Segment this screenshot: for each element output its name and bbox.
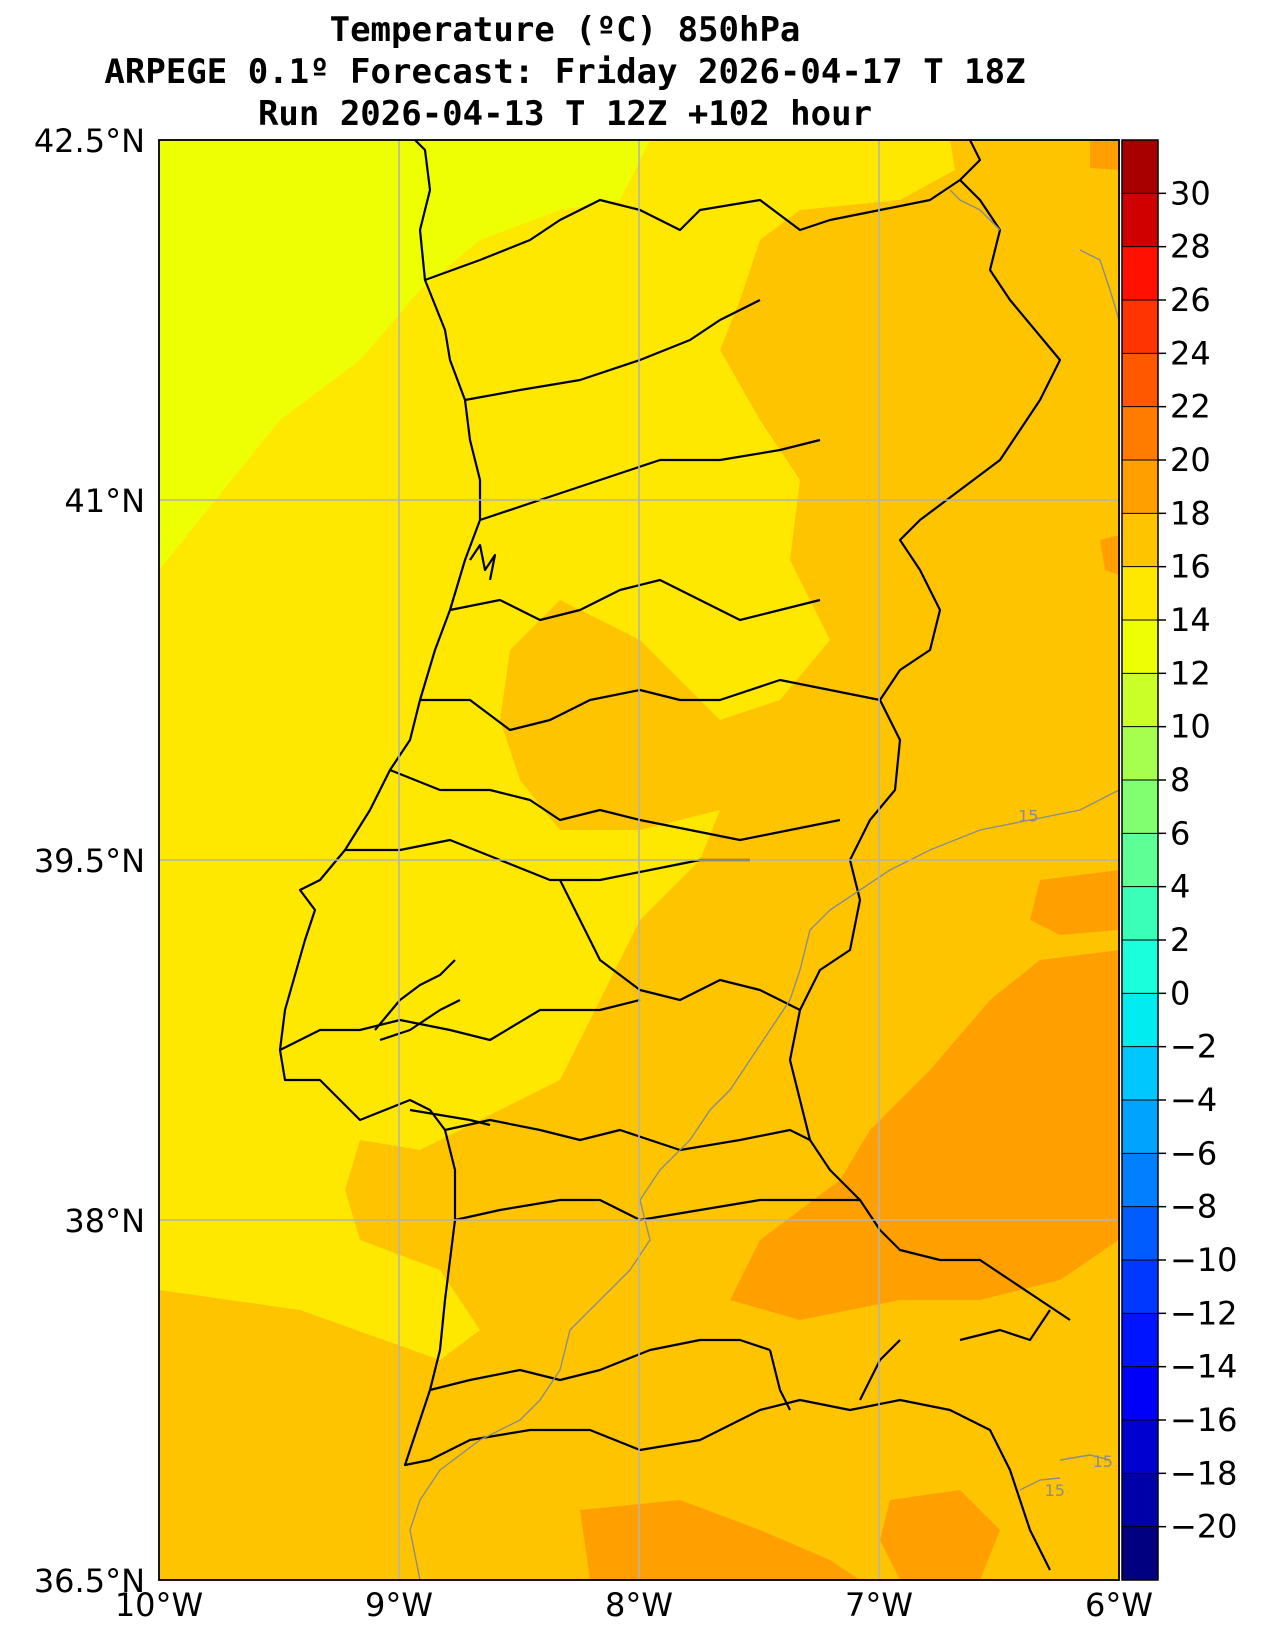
district-border-6 [345,838,750,882]
lon-tick-label-1: 9°W [365,1586,433,1624]
colorbar-segment-19 [1122,513,1158,567]
map-title-line-1: Temperature (ºC) 850hPa [329,10,801,50]
district-border-8 [279,998,641,1051]
colorbar-tick-label-13: 6 [1170,814,1190,852]
colorbar-segment-1 [1122,1473,1158,1527]
admin-borders [278,140,1071,1571]
colorbar-segment-14 [1122,780,1158,834]
colorbar-tick-label-22: 24 [1170,334,1211,372]
colorbar-tick-label-4: −12 [1170,1294,1238,1332]
colorbar-segment-0 [1122,1526,1158,1580]
colorbar-tick-label-16: 12 [1170,654,1211,692]
longitude-tick-labels: 10°W 9°W 8°W 7°W 6°W [115,1586,1153,1624]
coastline [278,140,1051,1571]
lat-tick-label-0: 42.5°N [34,122,145,160]
district-border-5 [389,768,841,842]
temp-band-16-18 [580,140,1119,1580]
colorbar-segment-17 [1122,620,1158,674]
colorbar-segment-10 [1122,993,1158,1047]
lat-tick-label-3: 38°N [64,1202,145,1240]
colorbar-segment-4 [1122,1313,1158,1367]
colorbar-tick-label-21: 22 [1170,388,1211,426]
colorbar-segment-23 [1122,300,1158,354]
colorbar-tick-label-24: 28 [1170,228,1211,266]
district-border-2 [464,299,761,402]
estuary-sado [409,1108,491,1127]
colorbar-segment-18 [1122,566,1158,620]
colorbar-segment-2 [1122,1420,1158,1474]
colorbar-segment-8 [1122,1100,1158,1154]
colorbar-tick-label-8: −4 [1170,1081,1217,1119]
latitude-tick-labels: 42.5°N 41°N 39.5°N 38°N 36.5°N [34,122,145,1600]
colorbar-segment-16 [1122,673,1158,727]
border-spain-north [424,140,982,282]
colorbar-tick-label-10: 0 [1170,974,1190,1012]
colorbar-segment-15 [1122,726,1158,780]
colorbar-segment-26 [1122,140,1158,194]
colorbar-tick-label-14: 8 [1170,761,1190,799]
lat-tick-label-1: 41°N [64,482,145,520]
colorbar-segment-13 [1122,833,1158,887]
colorbar-tick-label-7: −6 [1170,1134,1217,1172]
colorbar: −20−18−16−14−12−10−8−6−4−202468101214161… [1121,139,1238,1581]
colorbar-tick-label-5: −10 [1170,1241,1238,1279]
border-east [788,179,1071,1321]
lat-tick-label-2: 39.5°N [34,842,145,880]
district-border-7 [559,879,801,1011]
district-border-12 [768,1309,1051,1411]
colorbar-segment-20 [1122,460,1158,514]
map-title-line-3: Run 2026-04-13 T 12Z +102 hour [257,94,873,134]
isotherm-label-0: 15 [1018,807,1038,826]
lat-tick-label-4: 36.5°N [34,1562,145,1600]
colorbar-tick-label-9: −2 [1170,1028,1217,1066]
colorbar-tick-label-2: −16 [1170,1401,1238,1439]
colorbar-segment-11 [1122,940,1158,994]
colorbar-tick-label-25: 30 [1170,174,1211,212]
map-title-line-2: ARPEGE 0.1º Forecast: Friday 2026-04-17 … [104,52,1026,92]
colorbar-segment-3 [1122,1366,1158,1420]
colorbar-segment-6 [1122,1206,1158,1260]
colorbar-tick-label-19: 18 [1170,494,1211,532]
colorbar-segment-25 [1122,193,1158,247]
isotherm-15 [409,189,1119,1580]
colorbar-tick-label-20: 20 [1170,441,1211,479]
isotherm-label-2: 15 [1045,1481,1065,1500]
colorbar-tick-label-17: 14 [1170,601,1211,639]
colorbar-segment-24 [1122,246,1158,300]
temp-band-12-14 [159,140,955,1360]
colorbar-tick-label-1: −18 [1170,1454,1238,1492]
district-border-9 [444,1118,811,1152]
lon-tick-label-4: 6°W [1085,1586,1153,1624]
district-border-3 [449,578,821,622]
colorbar-tick-label-15: 10 [1170,708,1211,746]
colorbar-tick-label-12: 4 [1170,868,1190,906]
lon-tick-label-3: 7°W [845,1586,913,1624]
colorbar-segment-9 [1122,1046,1158,1100]
colorbar-tick-label-6: −8 [1170,1188,1217,1226]
estuary-tejo [374,959,461,1042]
colorbar-tick-label-11: 2 [1170,921,1190,959]
colorbar-tick-label-18: 16 [1170,548,1211,586]
colorbar-segment-7 [1122,1153,1158,1207]
lon-tick-label-2: 8°W [605,1586,673,1624]
colorbar-tick-label-0: −20 [1170,1508,1238,1546]
isotherm-labels: 15 15 15 [1018,807,1113,1500]
district-border-4 [420,678,881,732]
map-frame [158,139,1120,1581]
colorbar-segment-12 [1122,886,1158,940]
colorbar-segment-5 [1122,1260,1158,1314]
isotherm-label-1: 15 [1093,1452,1113,1471]
aveiro-lagoon [469,543,497,581]
colorbar-segment-21 [1122,406,1158,460]
temp-band-10-12 [159,140,650,570]
lon-tick-label-0: 10°W [115,1586,203,1624]
colorbar-frame [1121,139,1159,1581]
colorbar-tick-label-3: −14 [1170,1348,1238,1386]
colorbar-segment-22 [1122,353,1158,407]
colorbar-tick-label-23: 26 [1170,281,1211,319]
district-border-11 [429,1338,771,1392]
